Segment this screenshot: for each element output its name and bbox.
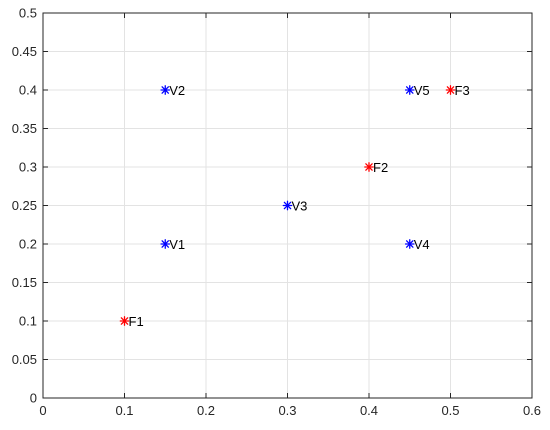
- y-tick-label: 0: [30, 391, 37, 406]
- point-marker-v5: [404, 85, 415, 95]
- y-tick-label: 0.5: [19, 6, 37, 21]
- point-label-f3: F3: [455, 83, 470, 98]
- x-tick-label: 0.5: [441, 403, 459, 418]
- y-tick-label: 0.1: [19, 314, 37, 329]
- data-markers: [119, 85, 456, 326]
- point-label-f1: F1: [129, 314, 144, 329]
- point-marker-f1: [119, 316, 130, 326]
- y-tick-label: 0.2: [19, 237, 37, 252]
- asterisk-stroke: [161, 86, 170, 94]
- point-labels: F1 F2 F3 V1 V2 V3 V4 V5: [129, 83, 470, 329]
- point-marker-v4: [404, 239, 415, 249]
- y-tick-label: 0.05: [12, 352, 37, 367]
- y-tick-label: 0.15: [12, 275, 37, 290]
- point-label-v5: V5: [414, 83, 430, 98]
- point-marker-v3: [282, 200, 293, 211]
- tick-labels: 0 0.1 0.2 0.3 0.4 0.5 0.6 0 0.05 0.1 0.15 0.2 0.25 0.…: [12, 6, 541, 419]
- point-marker-f3: [445, 85, 456, 95]
- asterisk-stroke: [120, 317, 129, 325]
- x-tick-label: 0.1: [115, 403, 133, 418]
- point-label-v2: V2: [169, 83, 185, 98]
- axes-box: [42, 12, 533, 399]
- asterisk-stroke: [405, 240, 414, 248]
- x-tick-label: 0: [39, 403, 46, 418]
- y-tick-label: 0.25: [12, 198, 37, 213]
- asterisk-stroke: [161, 240, 170, 248]
- ticks: [42, 12, 533, 399]
- asterisk-stroke: [283, 201, 292, 210]
- y-tick-label: 0.35: [12, 121, 37, 136]
- y-tick-label: 0.3: [19, 160, 37, 175]
- x-tick-label: 0.4: [360, 403, 378, 418]
- asterisk-stroke: [405, 86, 414, 94]
- point-marker-v2: [160, 85, 171, 95]
- point-label-v3: V3: [292, 199, 308, 214]
- x-tick-label: 0.3: [278, 403, 296, 418]
- point-label-f2: F2: [373, 160, 388, 175]
- point-marker-v1: [160, 239, 171, 249]
- point-label-v4: V4: [414, 237, 430, 252]
- point-label-v1: V1: [169, 237, 185, 252]
- y-tick-label: 0.4: [19, 83, 37, 98]
- point-marker-f2: [364, 162, 374, 172]
- x-tick-label: 0.2: [197, 403, 215, 418]
- grid: [43, 13, 532, 398]
- x-tick-label: 0.6: [523, 403, 541, 418]
- asterisk-stroke: [365, 163, 373, 171]
- asterisk-stroke: [446, 86, 455, 94]
- y-tick-label: 0.45: [12, 44, 37, 59]
